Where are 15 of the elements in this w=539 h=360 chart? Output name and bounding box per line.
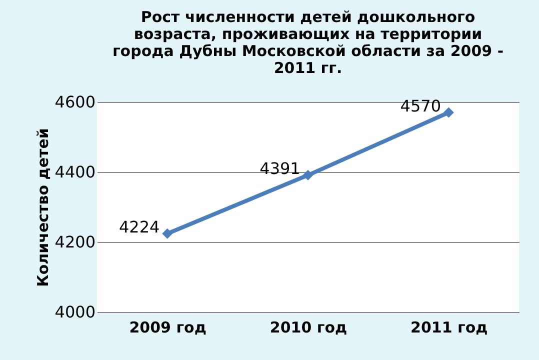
- y-tick-label: 4000: [54, 302, 96, 322]
- y-tick-label: 4400: [54, 162, 96, 182]
- data-label: 4391: [260, 159, 300, 178]
- y-tick-label: 4600: [54, 92, 96, 112]
- data-label: 4224: [118, 218, 160, 237]
- data-label: 4570: [400, 96, 442, 116]
- x-tick-label: 2009 год: [129, 318, 206, 336]
- chart-title: Рост численности детей дошкольного возраста, проживающих на территории города Дубны Московской области за 2009 - 2011 гг.: [112, 8, 504, 77]
- y-axis-title: Количество детей: [34, 128, 52, 287]
- y-tick-label: 4200: [54, 232, 96, 252]
- x-tick-label: 2010 год: [270, 318, 348, 336]
- point: [443, 107, 454, 118]
- x-tick-label: 2011 год: [410, 318, 488, 336]
- point: [162, 228, 173, 239]
- point: [302, 170, 314, 180]
